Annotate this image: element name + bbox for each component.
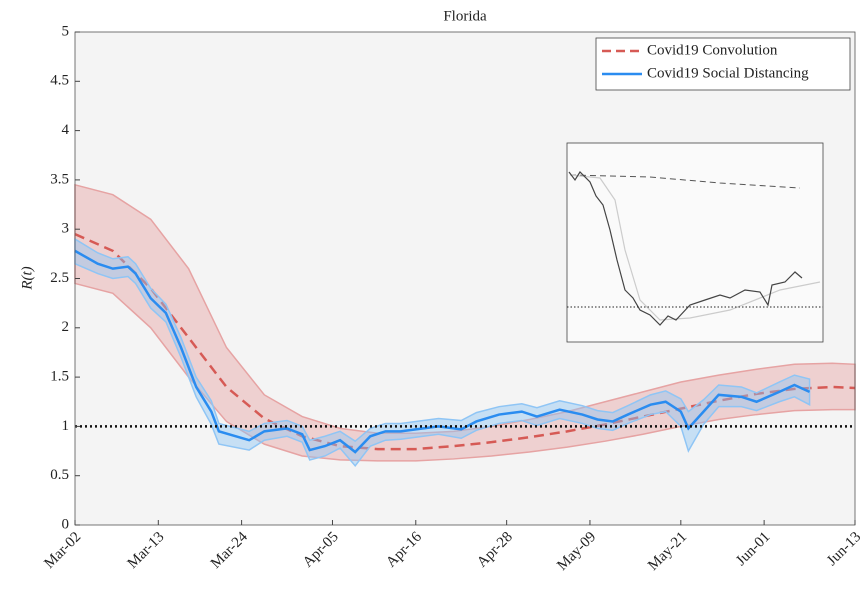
y-tick-label: 4 xyxy=(62,122,70,138)
y-tick-label: 1.5 xyxy=(50,369,69,385)
inset-frame xyxy=(566,142,824,343)
y-tick-label: 4.5 xyxy=(50,73,69,89)
x-tick-label: Jun-01 xyxy=(733,529,773,569)
y-tick-label: 1 xyxy=(62,418,70,434)
legend-label: Covid19 Social Distancing xyxy=(647,65,809,81)
x-tick-label: Apr-28 xyxy=(474,529,516,571)
x-tick-label: Jun-13 xyxy=(824,529,864,569)
confidence-band xyxy=(74,237,811,468)
series-line xyxy=(74,249,811,454)
x-tick-label: Mar-24 xyxy=(208,529,251,572)
inset-line xyxy=(568,171,803,326)
x-tick-label: Apr-05 xyxy=(300,529,342,571)
y-tick-label: 3.5 xyxy=(50,171,69,187)
inset xyxy=(566,142,824,343)
x-tick-label: Mar-02 xyxy=(41,529,84,572)
series-line xyxy=(74,232,856,451)
x-tick-label: Apr-16 xyxy=(383,529,425,571)
y-tick-label: 5 xyxy=(62,23,70,39)
x-tick-label: May-21 xyxy=(645,529,690,574)
legend: Covid19 Convolution Covid19 Social Distan… xyxy=(595,37,851,91)
y-tick-label: 0 xyxy=(62,516,70,532)
legend-label: Covid19 Convolution xyxy=(647,42,778,58)
inset-line xyxy=(569,174,801,189)
y-tick-label: 3 xyxy=(62,221,70,237)
chart-title: Florida xyxy=(443,8,487,24)
x-tick-label: May-09 xyxy=(554,529,599,574)
inset-line xyxy=(569,174,821,321)
y-tick-label: 0.5 xyxy=(50,467,69,483)
x-tick-label: Mar-13 xyxy=(125,529,168,572)
y-tick-label: 2.5 xyxy=(50,270,69,286)
y-tick-label: 2 xyxy=(62,319,70,335)
y-axis-label: R(t) xyxy=(19,266,35,290)
legend-box xyxy=(595,37,851,91)
